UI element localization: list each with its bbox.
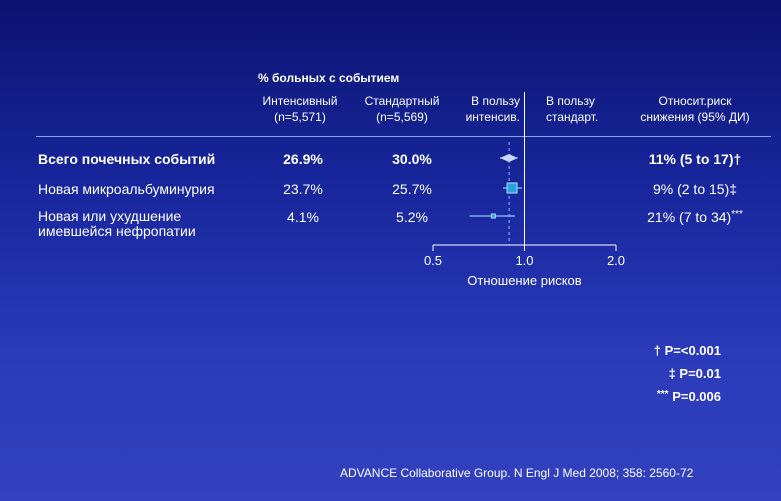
row-micro-standard: 25.7% <box>392 181 432 197</box>
row-label-nephropathy-line1: Новая или ухудшение <box>38 208 182 224</box>
row-label-nephropathy: Новая или ухудшение имевшейся нефропатии <box>38 209 196 239</box>
favor-intensive-line2: интенсив. <box>465 110 520 124</box>
estimate-diamond <box>499 154 518 162</box>
favor-standard-line1: В пользу <box>546 94 595 108</box>
favor-standard-header: В пользу стандарт. <box>546 93 616 125</box>
pvalue-2-mark: ‡ <box>668 366 676 381</box>
col-standard-n: (n=5,569) <box>376 110 428 124</box>
row-total-rr: 11% (5 to 17)† <box>610 151 780 167</box>
pvalue-1-text: P=<0.001 <box>664 343 721 358</box>
pvalue-3-mark: *** <box>656 389 669 400</box>
x-tick-label: 2.0 <box>607 253 625 268</box>
favor-standard-line2: стандарт. <box>546 110 599 124</box>
row-total-rr-mark: † <box>733 151 742 167</box>
x-axis-label: Отношение рисков <box>467 273 581 288</box>
footer-citation: ADVANCE Collaborative Group. N Engl J Me… <box>340 466 694 480</box>
col-intensive-n: (n=5,571) <box>274 110 326 124</box>
row-nephro-standard: 5.2% <box>396 209 428 225</box>
rr-header: Относит.риск снижения (95% ДИ) <box>618 93 772 125</box>
row-label-total: Всего почечных событий <box>38 151 216 167</box>
pvalue-3-text: P=0.006 <box>672 389 721 404</box>
row-label-nephropathy-line2: имевшейся нефропатии <box>38 223 196 239</box>
row-micro-rr-mark: ‡ <box>729 181 738 197</box>
row-total-standard: 30.0% <box>392 151 432 167</box>
forest-marks <box>469 154 522 219</box>
row-nephro-rr: 21% (7 to 34)*** <box>610 209 780 225</box>
x-tick-label: 1.0 <box>515 253 533 268</box>
group-header: % больных с событием <box>258 71 400 85</box>
rr-header-line2: снижения (95% ДИ) <box>640 110 750 124</box>
pvalue-1-mark: † <box>653 343 661 358</box>
estimate-square <box>506 182 518 194</box>
col-standard-title: Стандартный <box>364 94 440 108</box>
pvalue-3: *** P=0.006 <box>657 389 721 404</box>
row-micro-rr: 9% (2 to 15)‡ <box>610 181 780 197</box>
rr-header-line1: Относит.риск <box>658 94 732 108</box>
row-nephro-intensive: 4.1% <box>287 209 319 225</box>
col-intensive-title: Интенсивный <box>262 94 338 108</box>
estimate-square <box>490 213 496 219</box>
row-micro-rr-value: 9% (2 to 15) <box>652 181 730 197</box>
row-total-rr-value: 11% (5 to 17) <box>648 151 734 167</box>
row-total-intensive: 26.9% <box>283 151 323 167</box>
pvalue-1: † P=<0.001 <box>654 343 721 358</box>
x-tick-label: 0.5 <box>424 253 442 268</box>
row-nephro-rr-mark: *** <box>731 209 743 220</box>
favor-intensive-header: В пользу интенсив. <box>458 93 520 125</box>
pvalue-2-text: P=0.01 <box>679 366 721 381</box>
pvalue-2: ‡ P=0.01 <box>669 366 721 381</box>
favor-intensive-line1: В пользу <box>471 94 520 108</box>
x-axis-ticks: 0.5 1.0 2.0 <box>424 245 625 268</box>
header-divider <box>36 136 771 137</box>
col-standard-header: Стандартный (n=5,569) <box>354 93 450 125</box>
row-micro-intensive: 23.7% <box>283 181 323 197</box>
row-nephro-rr-value: 21% (7 to 34) <box>647 209 732 225</box>
row-label-microalbuminuria: Новая микроальбуминурия <box>38 181 215 197</box>
col-intensive-header: Интенсивный (n=5,571) <box>250 93 350 125</box>
